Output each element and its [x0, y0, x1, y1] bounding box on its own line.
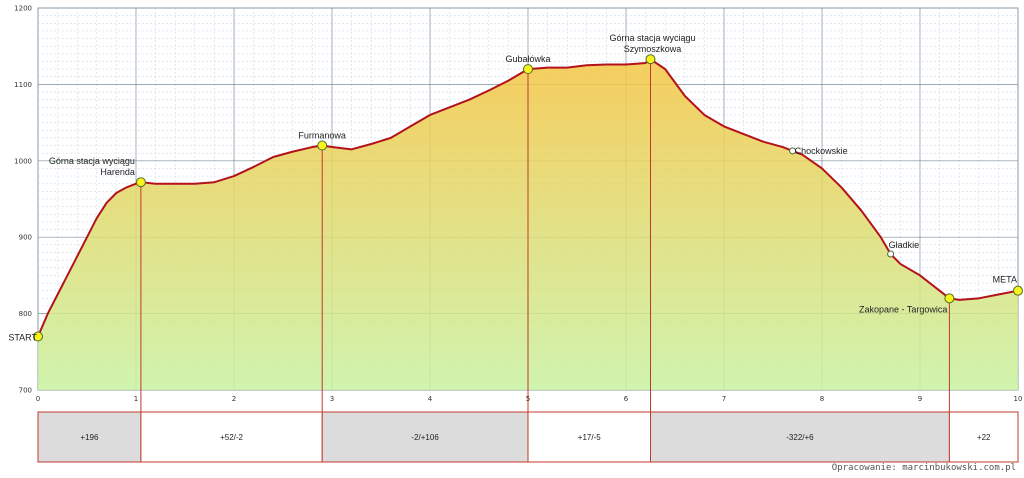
x-tick-label: 6	[624, 395, 629, 403]
segment-label: +22	[977, 433, 991, 442]
waypoint-label: Zakopane - Targowica	[859, 304, 947, 314]
segment-summary-bar: +196 +52/-2 -2/+106 +17/-5 -322/+6 +22	[37, 411, 1019, 463]
chart-axes: 0 1 2 3 4 5 6 7 8 9 10 700 800 900 1000 1100 1200	[14, 5, 1022, 404]
y-tick-label: 1200	[14, 5, 32, 13]
segment-label: +17/-5	[578, 433, 601, 442]
waypoint-label-line: Gładkie	[889, 240, 920, 250]
waypoint-marker	[317, 140, 328, 151]
waypoint-label-line: Chockowskie	[795, 146, 848, 156]
waypoint-label-line: Górna stacja wyciągu	[609, 33, 695, 43]
y-tick-label: 1000	[14, 157, 32, 165]
waypoint-label: Furmanowa	[298, 131, 346, 141]
waypoint-label-line: Szymoszkowa	[624, 44, 682, 54]
waypoint-marker	[135, 177, 146, 188]
waypoint-label: Gładkie	[889, 240, 920, 250]
waypoint-label: META	[993, 275, 1017, 285]
waypoint-marker	[33, 331, 43, 342]
waypoint-marker	[887, 250, 895, 258]
waypoint-label-line: META	[993, 275, 1017, 285]
y-tick-label: 800	[19, 310, 32, 318]
x-tick-label: 7	[722, 395, 726, 403]
waypoint-label: Górna stacja wyciągu Szymoszkowa	[609, 33, 695, 54]
y-tick-label: 700	[19, 387, 32, 395]
waypoint-label-line: Gubałówka	[505, 54, 550, 64]
x-tick-label: 10	[1014, 395, 1023, 403]
waypoint-label-line: Harenda	[100, 167, 135, 177]
waypoint-marker	[523, 64, 533, 75]
x-tick-label: 2	[232, 395, 236, 403]
waypoint-label-line: START	[8, 333, 37, 343]
segment-cell	[140, 411, 323, 463]
segment-dividers	[140, 59, 950, 462]
segment-cell	[650, 411, 950, 463]
waypoint-label-line: Furmanowa	[298, 131, 346, 141]
segment-cell	[948, 411, 1019, 463]
segment-label: -2/+106	[411, 433, 439, 442]
segment-cell	[527, 411, 651, 463]
waypoint-marker	[645, 54, 656, 65]
y-tick-label: 900	[19, 234, 32, 242]
x-tick-label: 0	[36, 395, 40, 403]
waypoint-label: Chockowskie	[795, 146, 848, 156]
waypoint-marker	[789, 147, 797, 155]
y-tick-label: 1100	[14, 81, 32, 89]
x-tick-label: 5	[526, 395, 530, 403]
waypoint-marker	[944, 293, 955, 304]
waypoint-label-line: Zakopane - Targowica	[859, 304, 947, 314]
x-tick-label: 3	[330, 395, 334, 403]
x-tick-label: 8	[820, 395, 824, 403]
x-tick-label: 4	[428, 395, 433, 403]
credit-text: Opracowanie: marcinbukowski.com.pl	[832, 463, 1016, 473]
x-tick-label: 1	[134, 395, 138, 403]
waypoint-label: START	[8, 333, 37, 343]
segment-label: +52/-2	[220, 433, 243, 442]
segment-label: +196	[80, 433, 99, 442]
segment-cell	[37, 411, 142, 463]
segment-label: -322/+6	[786, 433, 814, 442]
waypoint-label-line: Górna stacja wyciągu	[49, 156, 135, 166]
x-tick-label: 9	[918, 395, 922, 403]
waypoint-marker	[1013, 285, 1023, 296]
segment-cell	[321, 411, 529, 463]
waypoint-label: Gubałówka	[505, 54, 550, 64]
elevation-line	[37, 58, 1019, 337]
waypoint-label: Górna stacja wyciągu Harenda	[49, 156, 135, 177]
